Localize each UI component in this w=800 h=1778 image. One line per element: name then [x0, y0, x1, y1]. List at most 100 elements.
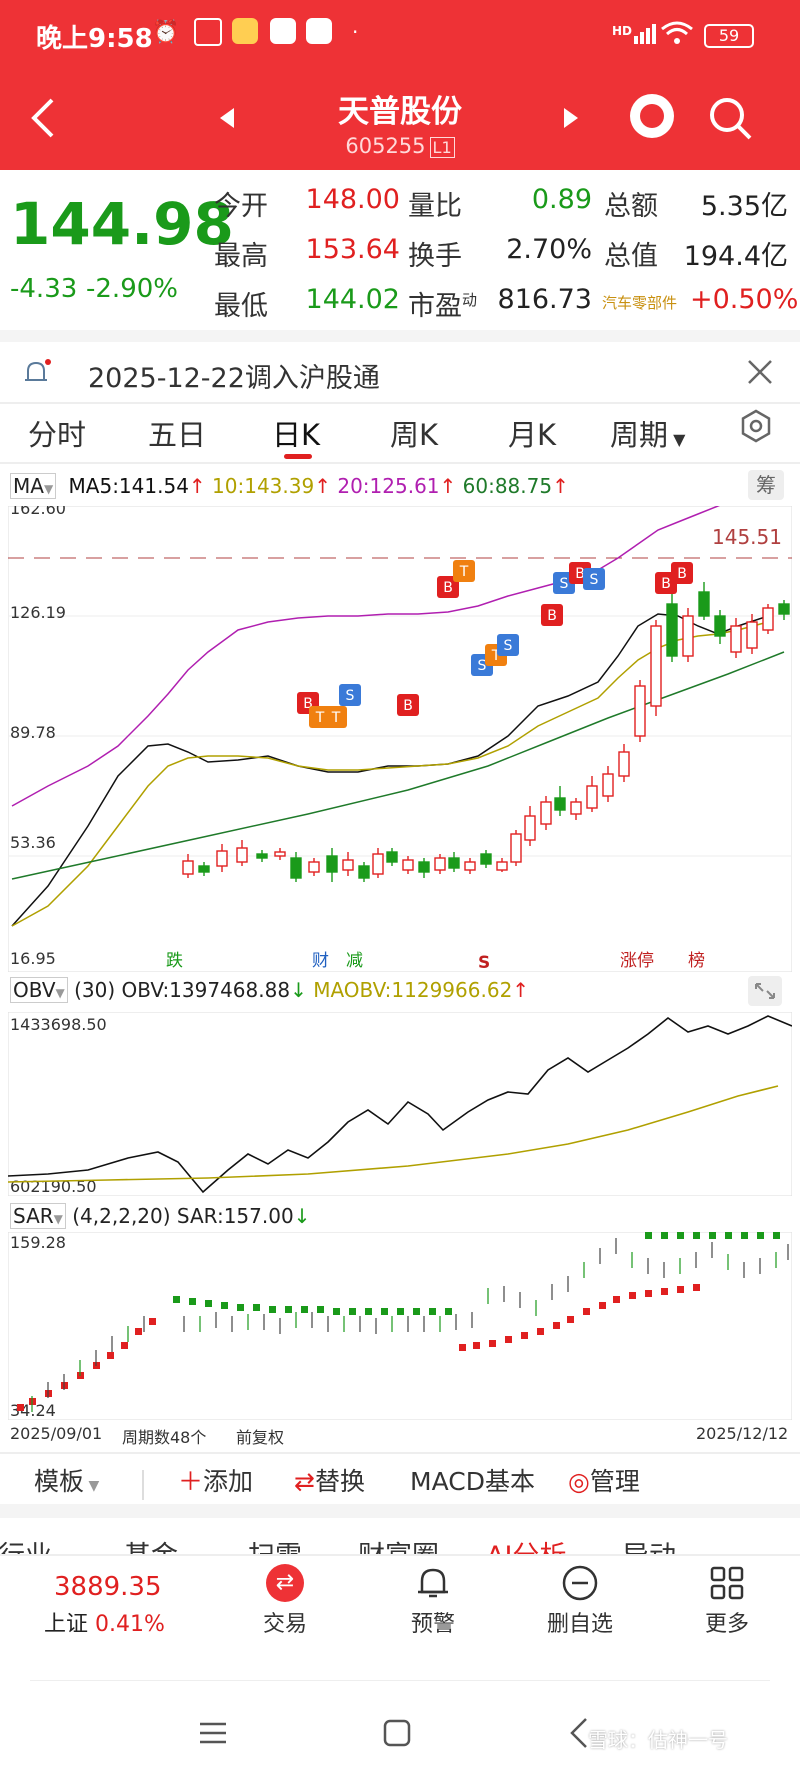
mascot-icon[interactable]	[630, 94, 674, 138]
remove-watch-nav[interactable]: 删自选	[540, 1564, 620, 1638]
obv-indicator-select[interactable]: OBV▼	[10, 977, 68, 1003]
signal-badge-text: T	[491, 648, 501, 664]
signal-badge-text: T	[315, 710, 325, 726]
tab-monthly-k[interactable]: 月K	[508, 418, 557, 452]
bell-icon	[418, 1568, 448, 1598]
replace-label: 替换	[314, 1467, 365, 1496]
system-back-icon[interactable]	[568, 1716, 590, 1750]
tab-weekly-k[interactable]: 周K	[390, 418, 439, 452]
event-label: S	[478, 953, 490, 972]
watermark: 雪球：估神一号	[588, 1728, 728, 1752]
tab-move[interactable]: 异动	[622, 1534, 676, 1554]
up-arrow-icon: ↑	[314, 474, 331, 498]
candle-body	[342, 859, 354, 871]
candle-body	[448, 857, 460, 869]
sar-dot	[645, 1290, 652, 1297]
caret-down-icon: ▼	[55, 986, 65, 1000]
kline-chart[interactable]: 162.60 126.19 89.78 53.36 16.95 145.51 B…	[8, 506, 792, 972]
tab-period-label: 周期	[610, 418, 669, 452]
tab-scan[interactable]: 扫雷	[248, 1534, 302, 1554]
sar-dot	[135, 1328, 142, 1335]
sar-dot	[269, 1306, 276, 1313]
sar-dot	[365, 1308, 372, 1315]
menu-icon[interactable]	[198, 1718, 228, 1748]
level-tag: L1	[429, 137, 455, 158]
notice-bar[interactable]: 2025-12-22调入沪股通	[0, 342, 800, 402]
y-label: 53.36	[10, 833, 56, 852]
sar-dot	[645, 1232, 652, 1239]
search-icon[interactable]	[708, 96, 754, 142]
more-nav[interactable]: 更多	[692, 1564, 762, 1638]
back-icon[interactable]	[28, 96, 58, 140]
prev-stock-icon[interactable]	[220, 108, 236, 128]
settings-hex-icon[interactable]	[738, 408, 774, 444]
bell-notice-icon	[25, 359, 51, 381]
sar-dot	[567, 1316, 574, 1323]
sar-dot	[381, 1308, 388, 1315]
sar-dot	[505, 1336, 512, 1343]
close-icon[interactable]	[746, 358, 774, 386]
sar-dot	[285, 1306, 292, 1313]
sar-dot	[693, 1232, 700, 1239]
tab-five-day[interactable]: 五日	[148, 418, 207, 452]
start-date: 2025/09/01	[10, 1424, 103, 1443]
home-icon[interactable]	[382, 1718, 412, 1748]
template-button[interactable]: 模板 ▼	[34, 1462, 99, 1498]
tab-wealth[interactable]: 财富圈	[358, 1534, 439, 1554]
sar-indicator-select[interactable]: SAR▼	[10, 1203, 66, 1229]
stat-label: 总额	[604, 191, 658, 222]
candle-body	[308, 861, 320, 873]
y-label: 1433698.50	[10, 1015, 107, 1034]
alert-nav[interactable]: 预警	[398, 1564, 468, 1638]
price-change-pct: -2.90%	[86, 274, 178, 304]
chips-button[interactable]: 筹	[748, 470, 784, 500]
stat-label: 市盈动	[408, 284, 477, 323]
tab-minute[interactable]: 分时	[28, 418, 87, 452]
tab-period[interactable]: 周期 ▼	[610, 412, 685, 454]
sar-dot	[583, 1308, 590, 1315]
signal-badge	[339, 684, 361, 706]
app-icon	[232, 18, 258, 44]
adjust-type[interactable]: 前复权	[236, 1428, 285, 1447]
obv-chart[interactable]: 1433698.50 602190.50	[8, 1012, 792, 1196]
maobv-line	[8, 1085, 779, 1183]
trade-label: 交易	[262, 1612, 307, 1637]
indicator-name: SAR	[13, 1204, 54, 1228]
next-stock-icon[interactable]	[562, 108, 578, 128]
ma60-value: 60:88.75	[462, 474, 553, 498]
tab-ai[interactable]: AI分析	[486, 1534, 566, 1554]
wifi-icon	[661, 21, 693, 44]
signal-badge-text: S	[504, 638, 513, 654]
manage-button[interactable]: ◎管理	[568, 1462, 640, 1498]
add-button[interactable]: ＋添加	[178, 1462, 253, 1498]
signal-badge	[437, 576, 459, 598]
tab-industry[interactable]: 行业	[0, 1534, 52, 1554]
event-label: 财	[312, 951, 329, 971]
candle-body	[290, 857, 302, 879]
obv-line	[8, 1015, 792, 1194]
candle-body	[496, 861, 508, 871]
candle-body	[698, 591, 710, 617]
macd-button[interactable]: MACD基本	[410, 1467, 535, 1496]
tab-daily-k[interactable]: 日K	[272, 418, 321, 452]
sar-chart[interactable]: 159.28 34.24	[8, 1232, 792, 1420]
signal-badge-text: T	[331, 710, 341, 726]
candle-body	[540, 801, 552, 825]
industry-label[interactable]: 汽车零部件	[602, 294, 678, 312]
more-dot-icon: ·	[352, 20, 359, 44]
candle-body	[682, 615, 694, 657]
sar-dot	[661, 1288, 668, 1295]
indicator-select[interactable]: MA▼	[10, 473, 57, 499]
expand-icon[interactable]	[748, 976, 782, 1006]
end-date: 2025/12/12	[696, 1424, 789, 1443]
index-widget[interactable]: 3889.35 上证 0.41%	[44, 1572, 165, 1638]
trade-nav[interactable]: ⇄ 交易	[250, 1564, 320, 1638]
stock-code-text: 605255	[345, 134, 426, 158]
candle-body	[274, 851, 286, 857]
tab-fund[interactable]: 基金	[124, 1534, 178, 1554]
stat-value: 194.4亿	[683, 241, 788, 272]
up-arrow-icon: ↑	[552, 474, 569, 498]
replace-button[interactable]: ⇄替换	[294, 1462, 365, 1498]
candle-body	[746, 621, 758, 649]
candle-body	[402, 859, 414, 871]
